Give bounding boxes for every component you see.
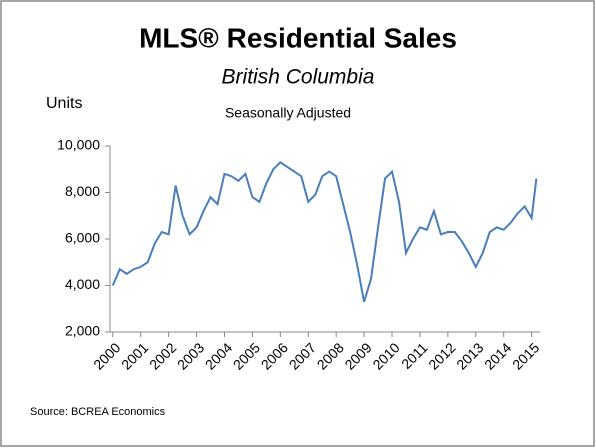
chart-subtitle: British Columbia — [222, 66, 375, 89]
chart-title: MLS® Residential Sales — [139, 22, 457, 53]
line — [111, 160, 538, 303]
y-tick-label: 10,000 — [57, 137, 100, 153]
y-tick-label: 4,000 — [65, 276, 100, 292]
chart-note: Seasonally Adjusted — [225, 105, 351, 121]
y-tick-label: 2,000 — [65, 323, 100, 339]
y-axis-label: Units — [46, 95, 82, 112]
source: Source: BCREA Economics — [30, 406, 166, 418]
y-tick-label: 8,000 — [65, 183, 100, 199]
y-tick-label: 6,000 — [65, 230, 100, 246]
